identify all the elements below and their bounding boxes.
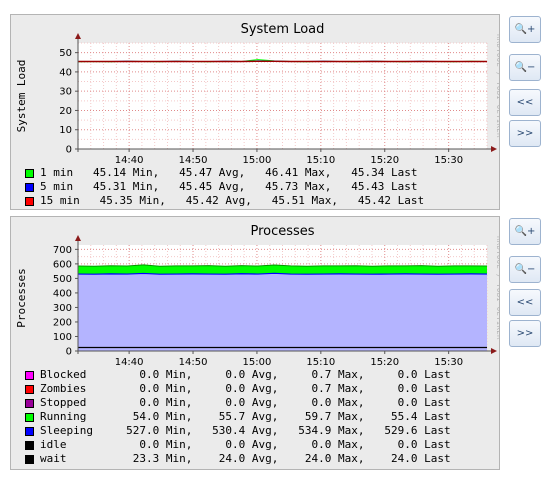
chart-title: Processes bbox=[250, 224, 314, 239]
zoom-out-icon: 🔍− bbox=[514, 62, 536, 73]
legend-text: Blocked 0.0 Min, 0.0 Avg, 0.7 Max, 0.0 L… bbox=[40, 368, 451, 381]
legend-text: 15 min 45.35 Min, 45.42 Avg, 45.51 Max, … bbox=[40, 194, 425, 207]
zoom-in-button[interactable]: 🔍+ bbox=[509, 16, 541, 43]
legend-text: 1 min 45.14 Min, 45.47 Avg, 46.41 Max, 4… bbox=[40, 166, 418, 179]
legend-swatch bbox=[25, 440, 34, 450]
y-tick-label: 100 bbox=[53, 332, 72, 343]
sleeping-line bbox=[77, 272, 488, 275]
watermark: RRDTOOL / TOBI OETIKER bbox=[495, 34, 499, 138]
back-icon: << bbox=[516, 297, 534, 308]
legend-row: 5 min 45.31 Min, 45.45 Avg, 45.73 Max, 4… bbox=[25, 180, 424, 194]
legend-swatch bbox=[25, 370, 34, 380]
y-tick-label: 40 bbox=[59, 67, 72, 78]
y-tick-label: 0 bbox=[66, 347, 72, 358]
legend-swatch bbox=[25, 426, 34, 436]
forward-button[interactable]: >> bbox=[509, 120, 541, 147]
system-load-legend: 1 min 45.14 Min, 45.47 Avg, 46.41 Max, 4… bbox=[25, 166, 424, 208]
legend-swatch bbox=[25, 398, 34, 408]
back-button[interactable]: << bbox=[509, 89, 541, 116]
x-tick-label: 15:30 bbox=[434, 357, 463, 367]
zoom-in-icon: 🔍+ bbox=[514, 226, 536, 237]
legend-text: idle 0.0 Min, 0.0 Avg, 0.0 Max, 0.0 Last bbox=[40, 438, 451, 451]
sleeping-area bbox=[78, 273, 487, 351]
legend-swatch bbox=[25, 168, 34, 178]
legend-swatch bbox=[25, 182, 34, 192]
y-tick-label: 500 bbox=[53, 274, 72, 285]
chart-title: System Load bbox=[241, 22, 325, 37]
y-tick-label: 20 bbox=[59, 106, 72, 117]
y-tick-label: 300 bbox=[53, 303, 72, 314]
y-tick-label: 50 bbox=[59, 48, 72, 59]
legend-row: 1 min 45.14 Min, 45.47 Avg, 46.41 Max, 4… bbox=[25, 166, 424, 180]
x-axis-arrow bbox=[491, 146, 497, 152]
zoom-out-button[interactable]: 🔍− bbox=[509, 54, 541, 81]
x-tick-label: 14:50 bbox=[179, 357, 208, 367]
legend-row: 15 min 45.35 Min, 45.42 Avg, 45.51 Max, … bbox=[25, 194, 424, 208]
legend-text: Zombies 0.0 Min, 0.0 Avg, 0.7 Max, 0.0 L… bbox=[40, 382, 451, 395]
legend-text: Sleeping 527.0 Min, 530.4 Avg, 534.9 Max… bbox=[40, 424, 451, 437]
system-load-chart: System Load System Load RRDTOOL / TOBI OET… bbox=[15, 22, 499, 165]
watermark: RRDTOOL / TOBI OETIKER bbox=[495, 236, 499, 340]
y-tick-label: 10 bbox=[59, 125, 72, 136]
legend-row: Stopped 0.0 Min, 0.0 Avg, 0.0 Max, 0.0 L… bbox=[25, 396, 451, 410]
legend-swatch bbox=[25, 412, 34, 422]
legend-row: Zombies 0.0 Min, 0.0 Avg, 0.7 Max, 0.0 L… bbox=[25, 382, 451, 396]
y-axis-label: Processes bbox=[15, 268, 28, 328]
x-axis-arrow bbox=[491, 348, 497, 354]
running-line bbox=[77, 264, 488, 267]
back-icon: << bbox=[516, 97, 534, 108]
y-tick-label: 700 bbox=[53, 245, 72, 256]
x-tick-label: 15:20 bbox=[370, 357, 399, 367]
plot-area bbox=[78, 43, 487, 149]
running-area bbox=[78, 264, 487, 275]
y-tick-label: 0 bbox=[66, 145, 72, 156]
legend-text: 5 min 45.31 Min, 45.45 Avg, 45.73 Max, 4… bbox=[40, 180, 418, 193]
x-tick-label: 15:20 bbox=[370, 155, 399, 165]
legend-swatch bbox=[25, 196, 34, 206]
zoom-out-button-2[interactable]: 🔍− bbox=[509, 256, 541, 283]
legend-row: idle 0.0 Min, 0.0 Avg, 0.0 Max, 0.0 Last bbox=[25, 438, 451, 452]
legend-row: Blocked 0.0 Min, 0.0 Avg, 0.7 Max, 0.0 L… bbox=[25, 368, 451, 382]
legend-swatch bbox=[25, 454, 34, 464]
legend-swatch bbox=[25, 384, 34, 394]
legend-row: Running 54.0 Min, 55.7 Avg, 59.7 Max, 55… bbox=[25, 410, 451, 424]
legend-row: Sleeping 527.0 Min, 530.4 Avg, 534.9 Max… bbox=[25, 424, 451, 438]
zoom-out-icon: 🔍− bbox=[514, 264, 536, 275]
y-axis-label: System Load bbox=[15, 60, 28, 133]
x-tick-label: 15:30 bbox=[434, 155, 463, 165]
legend-text: Stopped 0.0 Min, 0.0 Avg, 0.0 Max, 0.0 L… bbox=[40, 396, 451, 409]
y-axis-arrow bbox=[75, 235, 81, 241]
zoom-in-icon: 🔍+ bbox=[514, 24, 536, 35]
x-tick-label: 15:00 bbox=[243, 155, 272, 165]
x-tick-label: 14:40 bbox=[115, 155, 144, 165]
processes-chart: Processes Processes RRDTOOL / TOBI OETIKER… bbox=[15, 224, 499, 367]
legend-text: wait 23.3 Min, 24.0 Avg, 24.0 Max, 24.0 … bbox=[40, 452, 451, 465]
forward-icon: >> bbox=[516, 128, 534, 139]
forward-icon: >> bbox=[516, 328, 534, 339]
system-load-graph: System Load System Load RRDTOOL / TOBI OET… bbox=[10, 14, 500, 210]
forward-button-2[interactable]: >> bbox=[509, 320, 541, 347]
legend-text: Running 54.0 Min, 55.7 Avg, 59.7 Max, 55… bbox=[40, 410, 451, 423]
processes-graph: Processes Processes RRDTOOL / TOBI OETIKER… bbox=[10, 216, 500, 470]
back-button-2[interactable]: << bbox=[509, 289, 541, 316]
legend-row: wait 23.3 Min, 24.0 Avg, 24.0 Max, 24.0 … bbox=[25, 452, 451, 466]
x-tick-label: 14:40 bbox=[115, 357, 144, 367]
processes-legend: Blocked 0.0 Min, 0.0 Avg, 0.7 Max, 0.0 L… bbox=[25, 368, 451, 466]
x-tick-label: 15:10 bbox=[306, 357, 335, 367]
y-tick-label: 600 bbox=[53, 259, 72, 270]
x-tick-label: 14:50 bbox=[179, 155, 208, 165]
y-tick-label: 30 bbox=[59, 87, 72, 98]
y-axis-arrow bbox=[75, 33, 81, 39]
x-tick-label: 15:10 bbox=[306, 155, 335, 165]
x-tick-label: 15:00 bbox=[243, 357, 272, 367]
zoom-in-button-2[interactable]: 🔍+ bbox=[509, 218, 541, 245]
y-tick-label: 400 bbox=[53, 288, 72, 299]
y-tick-label: 200 bbox=[53, 317, 72, 328]
